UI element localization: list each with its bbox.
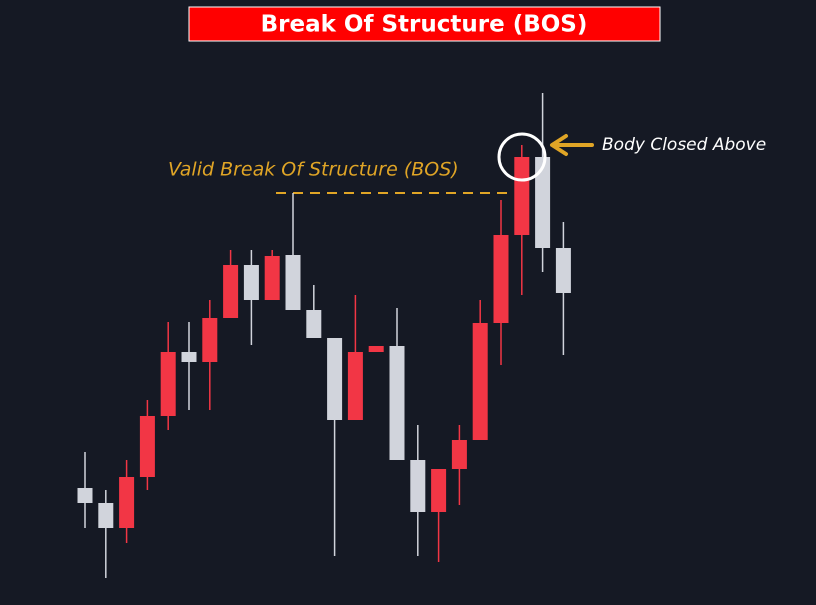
candle-body (264, 256, 280, 300)
candle-body (389, 346, 405, 460)
candle-body (285, 255, 301, 310)
candle-body (451, 440, 467, 469)
candle-body (160, 352, 176, 416)
candle-body (472, 323, 488, 440)
candle-body (555, 248, 571, 293)
candle-body (181, 352, 197, 362)
candle-body (243, 265, 259, 300)
annotation: Body Closed Above (602, 135, 766, 155)
candle-body (119, 477, 135, 528)
candle-body (431, 469, 447, 512)
candle-body (306, 310, 322, 338)
candle-body (535, 157, 551, 248)
candle-body (327, 338, 343, 420)
arrow (550, 134, 594, 156)
candle-body (139, 416, 155, 477)
candle-body (493, 235, 509, 323)
annotation: Valid Break Of Structure (BOS) (168, 159, 459, 181)
candle-body (410, 460, 426, 512)
candle-body (514, 157, 530, 235)
candle-body (223, 265, 239, 318)
candle-body (77, 488, 93, 503)
candle-body (202, 318, 218, 362)
title-box (188, 6, 661, 42)
candle-body (347, 352, 363, 420)
candle-body (98, 503, 114, 528)
candle-body (368, 346, 384, 352)
candles (77, 93, 571, 578)
chart-title: Break Of Structure (BOS) (261, 12, 588, 38)
highlight-circle (497, 132, 547, 182)
